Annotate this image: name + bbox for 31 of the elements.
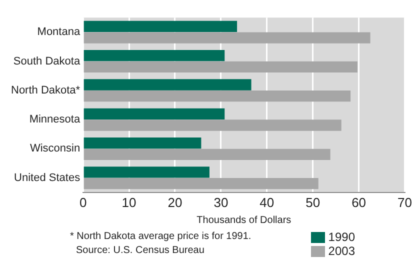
bar: [84, 90, 351, 102]
bar: [84, 108, 225, 120]
x-tick-label: 70: [398, 194, 412, 210]
legend-label: 2003: [328, 244, 355, 258]
bar: [84, 79, 252, 90]
y-tick-label: Wisconsin: [30, 142, 80, 155]
bar: [84, 120, 342, 131]
bar: [84, 61, 358, 73]
bar: [84, 20, 238, 32]
x-tick-label: 10: [122, 194, 136, 210]
y-tick-label: North Dakota*: [10, 84, 81, 96]
bar: [84, 32, 370, 44]
y-tick-label: Montana: [37, 26, 81, 38]
x-tick-label: 40: [260, 194, 274, 210]
y-tick-label: South Dakota: [13, 55, 81, 68]
x-tick-label: 60: [352, 194, 366, 210]
bar: [84, 166, 210, 178]
x-tick-label: 50: [306, 194, 320, 210]
x-tick-label: 30: [214, 194, 228, 210]
legend-label: 1990: [328, 230, 355, 244]
x-tick-label: 20: [168, 194, 182, 210]
x-tick-label: 0: [79, 194, 87, 210]
y-tick-label: United States: [14, 172, 81, 184]
bar: [84, 50, 225, 62]
bar: [84, 178, 318, 190]
source-note: Source: U.S. Census Bureau: [75, 244, 206, 258]
y-tick-label: Minnesota: [29, 114, 81, 126]
x-axis-title: Thousands of Dollars: [196, 214, 292, 226]
bar: [84, 148, 330, 160]
text: * North Dakota average price is for 1991.: [70, 230, 252, 244]
bar: [84, 137, 202, 149]
